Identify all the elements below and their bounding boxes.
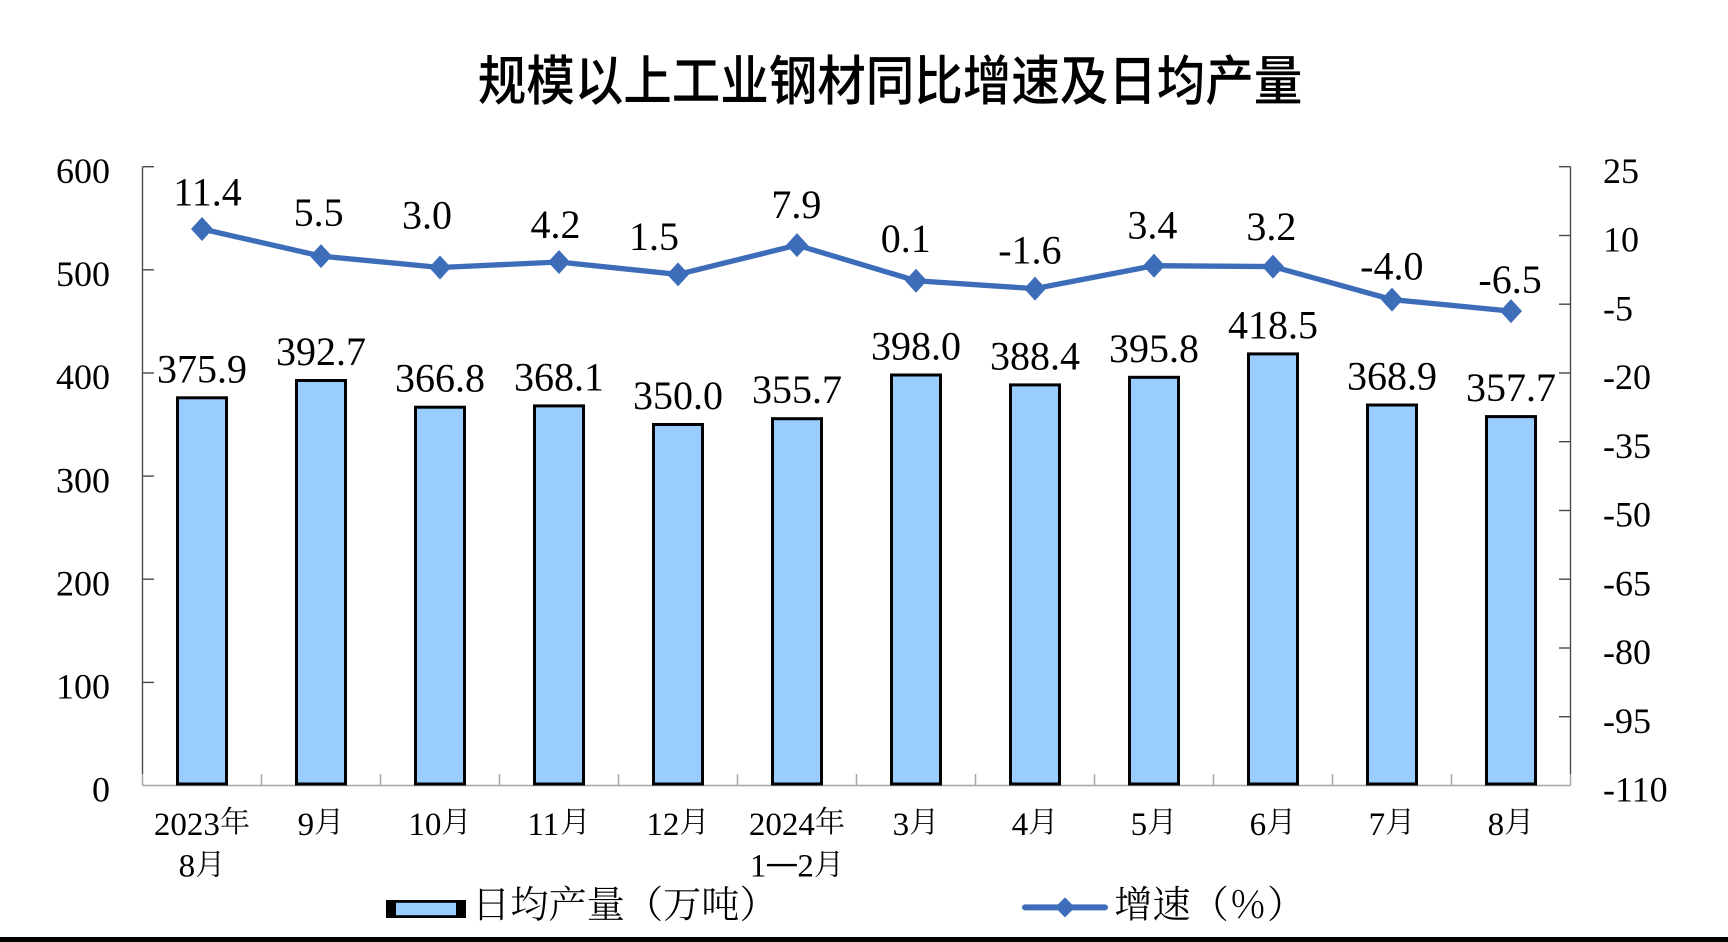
svg-text:0.1: 0.1 xyxy=(881,216,931,261)
svg-text:368.1: 368.1 xyxy=(514,354,604,399)
svg-text:-1.6: -1.6 xyxy=(998,227,1061,272)
svg-text:10: 10 xyxy=(408,807,441,843)
svg-text:9: 9 xyxy=(298,807,315,843)
svg-text:-20: -20 xyxy=(1603,357,1651,397)
svg-text:3: 3 xyxy=(893,807,910,843)
svg-text:366.8: 366.8 xyxy=(395,356,485,401)
svg-text:500: 500 xyxy=(56,254,110,294)
svg-text:375.9: 375.9 xyxy=(157,346,247,391)
svg-text:368.9: 368.9 xyxy=(1347,354,1437,399)
svg-text:-95: -95 xyxy=(1603,701,1651,741)
svg-text:1: 1 xyxy=(750,849,767,885)
svg-text:3.2: 3.2 xyxy=(1246,204,1296,249)
svg-text:-50: -50 xyxy=(1603,495,1651,535)
svg-text:-5: -5 xyxy=(1603,288,1633,328)
svg-text:-110: -110 xyxy=(1603,770,1668,810)
svg-text:388.4: 388.4 xyxy=(990,333,1080,378)
svg-text:600: 600 xyxy=(56,151,110,191)
svg-text:1.5: 1.5 xyxy=(629,214,679,259)
svg-text:2: 2 xyxy=(797,849,814,885)
svg-text:100: 100 xyxy=(56,667,110,707)
svg-text:8: 8 xyxy=(1488,807,1505,843)
svg-text:355.7: 355.7 xyxy=(752,367,842,412)
svg-text:395.8: 395.8 xyxy=(1109,326,1199,371)
svg-text:8: 8 xyxy=(179,849,196,885)
svg-text:-4.0: -4.0 xyxy=(1360,243,1423,288)
svg-text:4.2: 4.2 xyxy=(531,202,581,247)
svg-text:0: 0 xyxy=(92,770,110,810)
svg-text:7: 7 xyxy=(1369,807,1386,843)
svg-text:3.0: 3.0 xyxy=(402,193,452,238)
svg-text:11.4: 11.4 xyxy=(173,170,242,215)
svg-text:392.7: 392.7 xyxy=(276,329,366,374)
svg-text:418.5: 418.5 xyxy=(1228,302,1318,347)
svg-text:4: 4 xyxy=(1012,807,1029,843)
svg-text:398.0: 398.0 xyxy=(871,324,961,369)
svg-text:3.4: 3.4 xyxy=(1127,203,1177,248)
svg-text:350.0: 350.0 xyxy=(633,373,723,418)
svg-text:357.7: 357.7 xyxy=(1466,365,1556,410)
svg-text:400: 400 xyxy=(56,357,110,397)
svg-text:11: 11 xyxy=(527,807,559,843)
svg-text:25: 25 xyxy=(1603,151,1639,191)
svg-text:6: 6 xyxy=(1250,807,1267,843)
svg-text:-65: -65 xyxy=(1603,563,1651,603)
svg-text:300: 300 xyxy=(56,460,110,500)
svg-text:10: 10 xyxy=(1603,220,1639,260)
svg-text:12: 12 xyxy=(646,807,679,843)
svg-text:5: 5 xyxy=(1131,807,1148,843)
svg-text:5.5: 5.5 xyxy=(294,190,344,235)
svg-text:7.9: 7.9 xyxy=(771,182,821,227)
svg-text:-80: -80 xyxy=(1603,632,1651,672)
svg-text:-35: -35 xyxy=(1603,426,1651,466)
svg-text:2023: 2023 xyxy=(154,807,220,843)
svg-text:2024: 2024 xyxy=(749,807,815,843)
svg-text:200: 200 xyxy=(56,563,110,603)
svg-text:-6.5: -6.5 xyxy=(1478,257,1541,302)
